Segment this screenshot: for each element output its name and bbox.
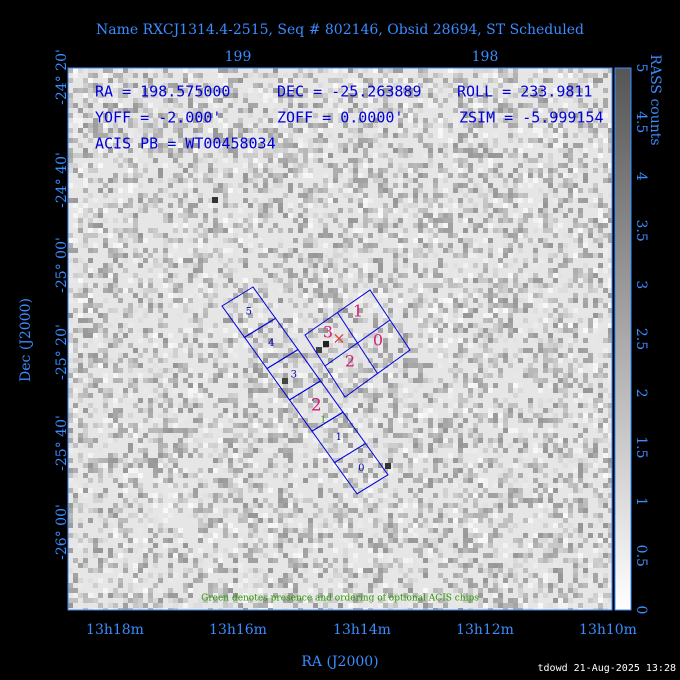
left-tick-label: -24° 20'	[54, 49, 70, 105]
chip-label: 3	[323, 323, 333, 342]
s-chip	[333, 442, 389, 495]
colorbar	[614, 67, 632, 611]
plot-frame	[67, 67, 613, 611]
info: ROLL = 233.9811	[457, 83, 592, 101]
chip-label: 0	[358, 463, 364, 474]
chip-label: 2	[311, 396, 322, 416]
colorbar-tick-label: 4.5	[633, 111, 649, 133]
info: RA = 198.575000	[95, 83, 230, 101]
info: ZSIM = -5.999154	[459, 109, 604, 127]
colorbar-tick-label: 0	[633, 606, 649, 615]
chip-divider	[324, 319, 391, 367]
left-tick-label: -26° 00'	[54, 504, 70, 560]
colorbar-tick-label: 3	[633, 280, 649, 289]
colorbar-tick-label: 2	[633, 389, 649, 398]
chip-label: 1	[336, 432, 342, 443]
left-tick-label: -25° 20'	[54, 324, 70, 380]
bottom-tick-label: 13h12m	[456, 622, 514, 638]
note: Green denotes presence and ordering of o…	[201, 594, 479, 604]
aimpoint: ×	[332, 329, 345, 348]
top-tick-label: 199	[225, 49, 252, 65]
left-tick-label: -25° 00'	[54, 237, 70, 293]
bottom-tick-label: 13h10m	[579, 622, 637, 638]
source	[316, 347, 322, 353]
info: ACIS PB = WT00458034	[95, 135, 276, 153]
footer: tdowd 21-Aug-2025 13:28	[538, 663, 676, 674]
colorbar-label: RASS counts	[647, 54, 663, 145]
info: ZOFF = 0.0000'	[277, 109, 403, 127]
chip-label: 2	[345, 352, 355, 371]
optional-order: 1	[320, 416, 326, 426]
info: DEC = -25.263889	[277, 83, 422, 101]
bottom-tick-label: 13h16m	[209, 622, 267, 638]
top-tick-label: 198	[472, 49, 499, 65]
chip-label: 1	[353, 302, 363, 321]
title: Name RXCJ1314.4-2515, Seq # 802146, Obsi…	[96, 22, 584, 38]
bottom-tick-label: 13h18m	[86, 622, 144, 638]
y-label: Dec (J2000)	[18, 298, 34, 382]
colorbar-tick-label: 2.5	[633, 328, 649, 350]
source	[385, 463, 391, 469]
colorbar-tick-label: 1.5	[633, 436, 649, 458]
i-array	[304, 289, 411, 398]
x-label: RA (J2000)	[301, 654, 378, 670]
info: YOFF = -2.000'	[95, 109, 221, 127]
noise	[68, 68, 612, 610]
left-tick-label: -25° 40'	[54, 415, 70, 471]
colorbar-tick-label: 5	[633, 64, 649, 73]
left-tick-label: -24° 40'	[54, 152, 70, 208]
colorbar-tick-label: 0.5	[633, 545, 649, 567]
source	[323, 341, 329, 347]
chip-label: 4	[268, 338, 274, 349]
bottom-tick-label: 13h14m	[333, 622, 391, 638]
chip-label: 3	[291, 369, 297, 380]
source	[212, 197, 218, 203]
colorbar-tick-label: 3.5	[633, 219, 649, 241]
colorbar-tick-label: 1	[633, 497, 649, 506]
source	[282, 378, 288, 384]
colorbar-tick-label: 4	[633, 172, 649, 181]
chip-label: 0	[373, 331, 383, 350]
chip-label: 5	[246, 307, 252, 318]
